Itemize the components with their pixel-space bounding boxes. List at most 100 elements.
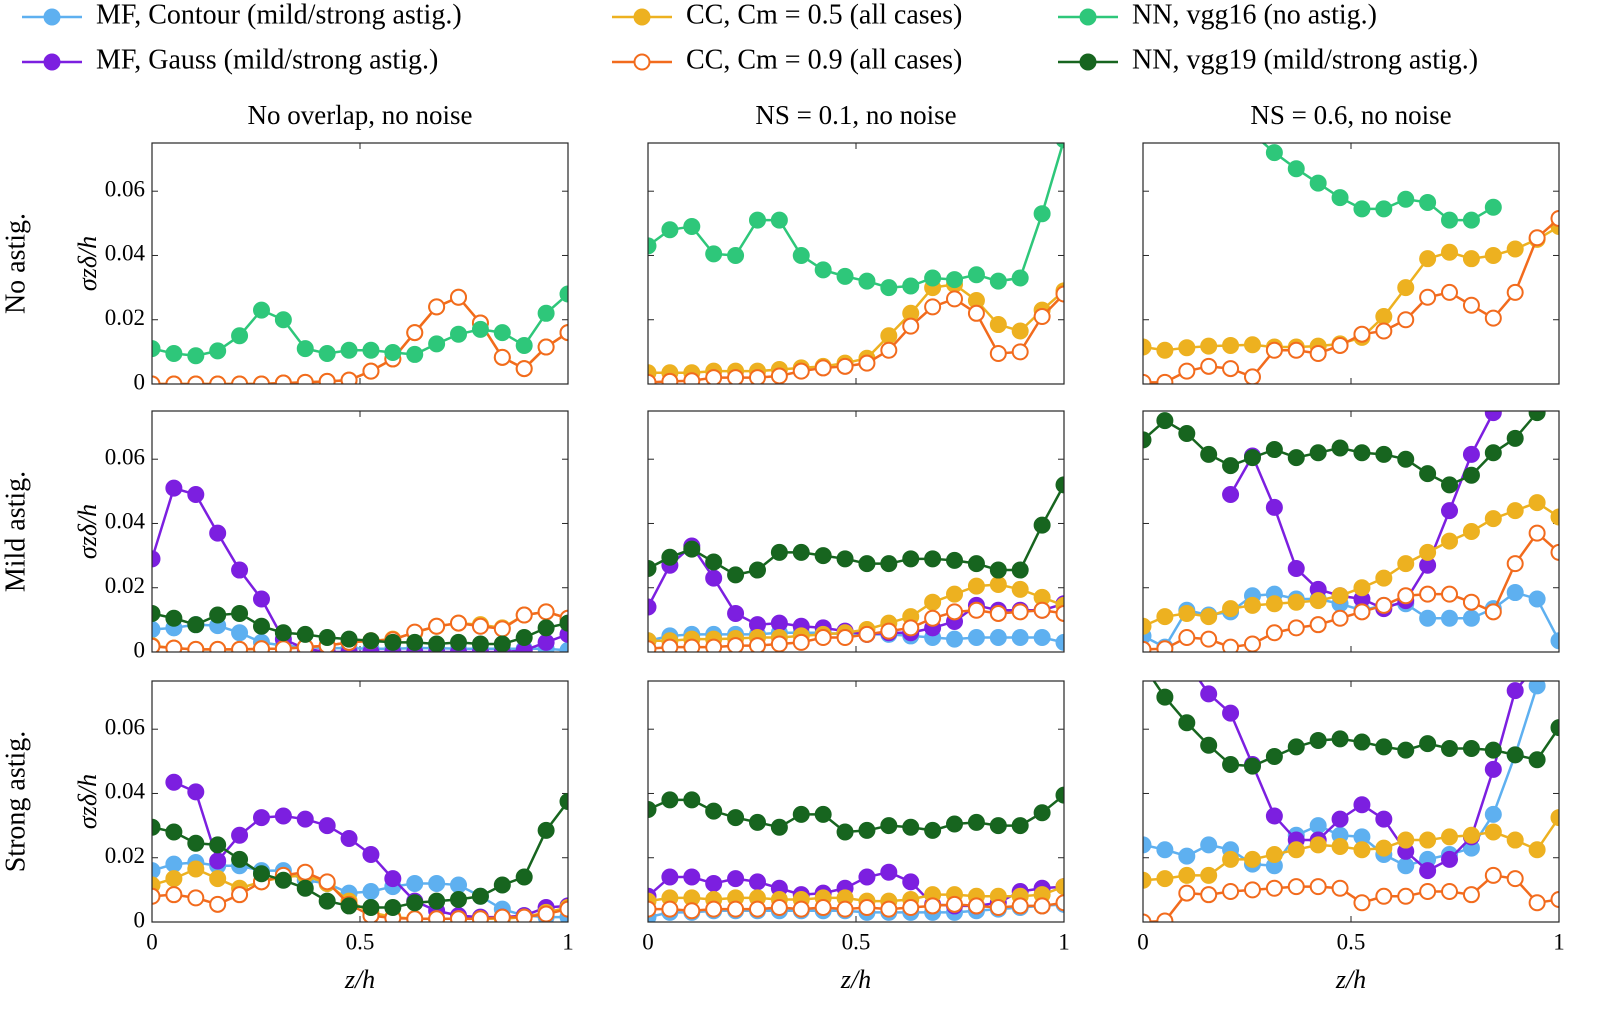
data-point bbox=[471, 635, 489, 652]
data-point bbox=[1143, 913, 1152, 922]
data-point bbox=[902, 619, 920, 637]
data-point bbox=[209, 852, 227, 870]
data-point bbox=[318, 817, 336, 835]
data-point bbox=[1222, 457, 1240, 475]
data-point bbox=[924, 821, 942, 839]
data-point bbox=[1309, 836, 1327, 854]
data-point bbox=[946, 551, 964, 569]
data-point bbox=[648, 640, 657, 652]
data-point bbox=[792, 805, 810, 823]
data-point bbox=[1441, 243, 1459, 261]
data-point bbox=[880, 327, 898, 345]
data-point bbox=[1265, 595, 1283, 613]
data-point bbox=[1178, 604, 1196, 622]
data-point bbox=[1353, 796, 1371, 814]
data-point bbox=[493, 324, 511, 342]
data-point bbox=[428, 298, 446, 316]
data-point bbox=[362, 341, 380, 359]
data-point bbox=[1011, 580, 1029, 598]
data-point bbox=[770, 899, 788, 917]
data-point bbox=[209, 375, 227, 384]
data-point bbox=[428, 892, 446, 910]
data-point bbox=[1484, 411, 1502, 422]
data-point bbox=[296, 625, 314, 643]
series-group bbox=[1143, 387, 1567, 652]
data-point bbox=[858, 272, 876, 290]
data-point bbox=[989, 817, 1007, 835]
legend-entry: CC, Cm = 0.5 (all cases) bbox=[612, 0, 962, 30]
data-point bbox=[1156, 688, 1174, 706]
data-point bbox=[450, 910, 468, 922]
data-point bbox=[165, 639, 183, 652]
data-point bbox=[727, 900, 745, 918]
axes-box bbox=[1142, 142, 1560, 385]
panel: 0 0.5 1 bbox=[642, 680, 1070, 954]
data-point bbox=[1200, 630, 1218, 648]
data-point bbox=[1265, 341, 1283, 359]
data-point bbox=[1287, 593, 1305, 611]
y-tick-label: 0.04 bbox=[105, 509, 146, 534]
axes-box bbox=[647, 680, 1065, 923]
data-point bbox=[1552, 387, 1567, 402]
data-point bbox=[1375, 569, 1393, 587]
data-point bbox=[1287, 619, 1305, 637]
data-point bbox=[209, 895, 227, 913]
data-point bbox=[187, 375, 205, 384]
data-point bbox=[1033, 897, 1051, 915]
column-title: NS = 0.6, no noise bbox=[1250, 100, 1451, 130]
data-point bbox=[1484, 309, 1502, 327]
data-point bbox=[1200, 866, 1218, 884]
data-point bbox=[1033, 308, 1051, 326]
data-point bbox=[648, 559, 657, 577]
data-point bbox=[1222, 704, 1240, 722]
data-point bbox=[1156, 912, 1174, 922]
data-point bbox=[209, 870, 227, 888]
x-tick-label: 1 bbox=[1553, 929, 1565, 954]
data-point bbox=[705, 569, 723, 587]
data-point bbox=[1200, 337, 1218, 355]
data-point bbox=[1201, 97, 1216, 112]
x-tick-label: 0.5 bbox=[346, 929, 375, 954]
x-tick-label: 0 bbox=[146, 929, 158, 954]
data-point bbox=[1200, 886, 1218, 904]
data-point bbox=[1484, 510, 1502, 528]
data-point bbox=[880, 900, 898, 918]
data-point bbox=[471, 617, 489, 635]
data-point bbox=[814, 805, 832, 823]
data-point bbox=[1462, 609, 1480, 627]
data-point bbox=[559, 614, 568, 632]
data-point bbox=[989, 629, 1007, 647]
legend-marker bbox=[43, 8, 61, 26]
data-point bbox=[1178, 362, 1196, 380]
data-point bbox=[770, 211, 788, 229]
y-tick-label: 0.02 bbox=[105, 573, 145, 598]
data-point bbox=[152, 604, 161, 622]
data-point bbox=[1331, 587, 1349, 605]
x-tick-label: 0.5 bbox=[842, 929, 871, 954]
data-point bbox=[967, 629, 985, 647]
data-point bbox=[727, 809, 745, 827]
data-point bbox=[1200, 836, 1218, 854]
data-point bbox=[902, 277, 920, 295]
data-point bbox=[428, 874, 446, 892]
data-point bbox=[428, 617, 446, 635]
data-point bbox=[1397, 857, 1415, 875]
data-point bbox=[252, 301, 270, 319]
data-point bbox=[1397, 587, 1415, 605]
data-point bbox=[231, 886, 249, 904]
row-label: Mild astig. bbox=[0, 471, 31, 592]
data-point bbox=[274, 624, 292, 642]
y-tick-label: 0.06 bbox=[105, 714, 145, 739]
data-point bbox=[1243, 757, 1261, 775]
data-point bbox=[1143, 431, 1152, 449]
data-point bbox=[296, 340, 314, 358]
data-point bbox=[1178, 866, 1196, 884]
data-point bbox=[406, 345, 424, 363]
data-point bbox=[946, 290, 964, 308]
data-point bbox=[1462, 523, 1480, 540]
data-point bbox=[362, 362, 380, 380]
data-point bbox=[1506, 240, 1524, 258]
y-tick-label: 0.06 bbox=[105, 176, 145, 201]
data-point bbox=[1143, 871, 1152, 889]
data-point bbox=[1223, 110, 1238, 125]
